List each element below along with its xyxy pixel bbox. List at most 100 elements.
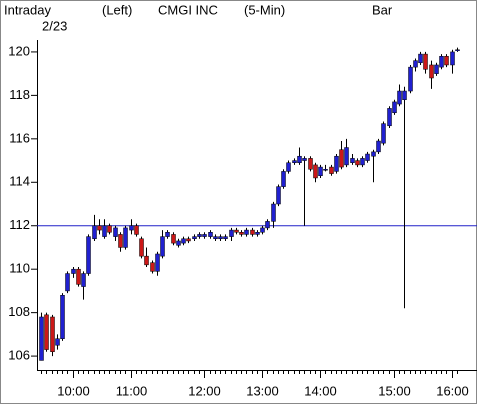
candle-body xyxy=(213,236,218,240)
x-tick-label: 11:00 xyxy=(116,383,148,398)
candle-body xyxy=(265,221,270,229)
candle-body xyxy=(381,123,386,144)
candle-body xyxy=(423,53,428,70)
candle-body xyxy=(186,238,191,242)
candle-body xyxy=(244,229,249,235)
candle-body xyxy=(371,151,376,157)
candle-body xyxy=(387,108,392,127)
candle-body xyxy=(102,225,107,237)
y-tick-label: 110 xyxy=(9,261,30,276)
candle-body xyxy=(323,168,328,171)
y-tick-label: 112 xyxy=(9,217,30,232)
candle-body xyxy=(255,232,260,235)
candle-body xyxy=(418,53,423,64)
candle-body xyxy=(97,225,102,231)
candle-body xyxy=(150,262,155,272)
candle-body xyxy=(176,240,181,246)
candle-body xyxy=(155,253,160,272)
candle-body xyxy=(71,268,76,274)
candle-body xyxy=(86,236,91,274)
candle-body xyxy=(55,338,60,346)
x-tick-label: 16:00 xyxy=(436,383,469,398)
candle-body xyxy=(402,90,407,100)
candle-body xyxy=(413,60,418,68)
candle-body xyxy=(297,155,302,163)
candle-body xyxy=(192,236,197,240)
candle-body xyxy=(123,227,128,248)
candle-body xyxy=(329,166,334,174)
candle-body xyxy=(229,229,234,237)
x-tick-label: 10:00 xyxy=(57,383,90,398)
candle-body xyxy=(81,273,86,287)
candle-body xyxy=(197,234,202,237)
candle-body xyxy=(308,158,313,170)
candle-body xyxy=(250,229,255,235)
candle-body xyxy=(239,232,244,235)
candle-body xyxy=(397,90,402,105)
candle-body xyxy=(218,236,223,240)
y-tick-label: 106 xyxy=(8,348,30,363)
x-tick-label: 15:00 xyxy=(378,383,411,398)
candle-body xyxy=(365,153,370,161)
candle-body xyxy=(181,238,186,244)
x-tick-label: 14:00 xyxy=(304,383,337,398)
candle-body xyxy=(50,316,55,352)
y-tick-label: 116 xyxy=(9,130,30,145)
candle-body xyxy=(223,236,228,240)
title-label: CMGI INC xyxy=(158,2,218,17)
candle-body xyxy=(276,186,281,205)
candle-body xyxy=(76,268,81,285)
candle-body xyxy=(350,158,355,163)
title-label: (Left) xyxy=(102,2,132,17)
candle-body xyxy=(281,171,286,187)
candle-body xyxy=(339,149,344,168)
candle-body xyxy=(171,234,176,244)
candle-body xyxy=(271,203,276,222)
candle-body xyxy=(302,158,307,161)
candle-body xyxy=(355,160,360,166)
candle-body xyxy=(334,155,339,172)
candle-body xyxy=(118,234,123,248)
candle-body xyxy=(165,232,170,237)
y-tick-label: 108 xyxy=(8,304,30,319)
candle-body xyxy=(65,273,70,292)
y-tick-label: 118 xyxy=(9,87,30,102)
candle-body xyxy=(408,66,413,92)
candle-body xyxy=(60,295,65,339)
candle-body xyxy=(313,164,318,179)
y-tick-label: 120 xyxy=(8,43,30,58)
candle-body xyxy=(260,227,265,233)
candle-body xyxy=(318,166,323,177)
title-label: Bar xyxy=(372,2,393,17)
candle-body xyxy=(455,49,460,52)
candle-body xyxy=(292,160,297,163)
candle-body xyxy=(450,51,455,66)
candle-body xyxy=(434,64,439,74)
candle-body xyxy=(44,314,49,350)
candle-body xyxy=(107,225,112,233)
candle-body xyxy=(202,234,207,237)
candle-body xyxy=(92,225,97,240)
title-label: Intraday xyxy=(4,2,51,17)
candle-body xyxy=(286,162,291,172)
candle-body xyxy=(376,140,381,153)
candle-body xyxy=(129,225,134,231)
candle-body xyxy=(39,316,44,361)
candle-body xyxy=(439,56,444,68)
x-tick-label: 13:00 xyxy=(246,383,279,398)
candle-body xyxy=(429,64,434,79)
candle-body xyxy=(134,225,139,235)
candle-body xyxy=(160,236,165,257)
y-tick-label: 114 xyxy=(9,174,30,189)
title-label: (5-Min) xyxy=(244,2,285,17)
candle-body xyxy=(234,229,239,233)
candle-body xyxy=(139,238,144,257)
candle-body xyxy=(444,56,449,66)
candle-body xyxy=(360,158,365,166)
candle-body xyxy=(208,232,213,237)
x-tick-label: 12:00 xyxy=(188,383,221,398)
candle-body xyxy=(392,101,397,114)
candle-body xyxy=(144,255,149,266)
